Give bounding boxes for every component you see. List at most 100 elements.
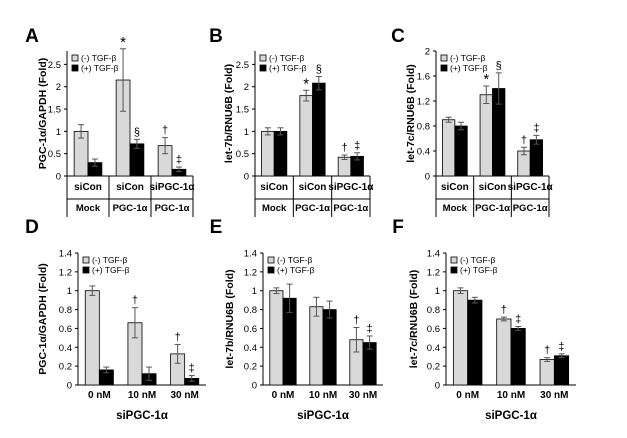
legend-swatch-minus-tgf [82, 256, 90, 264]
y-axis-label: let-7b/RNU6B (Fold) [223, 64, 235, 163]
y-tick-label: 0 [67, 381, 72, 392]
bar-plus-tgf [322, 309, 337, 386]
significance-mark: § [134, 126, 140, 138]
y-tick-label: 1.4 [244, 249, 257, 260]
y-tick-label: 0.8 [417, 122, 430, 133]
legend-swatch-plus-tgf [450, 266, 458, 274]
y-tick-label: 0.4 [59, 343, 72, 354]
y-tick-label: 0.4 [427, 343, 440, 354]
x-axis-label: siPGC-1α [116, 410, 168, 422]
y-tick-label: 1 [67, 286, 72, 297]
legend-label: (-) TGF-β [460, 255, 496, 265]
bar-minus-tgf [261, 130, 275, 177]
legend-label: (-) TGF-β [81, 53, 117, 63]
significance-mark: * [303, 75, 309, 92]
x-tick-label: siPGC-1α [508, 182, 554, 193]
y-tick-label: 1.4 [59, 249, 72, 260]
x-tick-label: siCon [479, 182, 507, 193]
bar-minus-tgf [452, 290, 469, 386]
significance-mark: § [316, 63, 322, 75]
y-tick-label: 0.4 [417, 147, 430, 158]
y-tick-label: 0.5 [48, 149, 61, 160]
y-tick-label: 1 [252, 286, 257, 297]
legend-swatch-plus-tgf [82, 266, 90, 274]
y-tick-label: 1 [435, 286, 440, 297]
bar-minus-tgf [269, 290, 284, 386]
legend-label: (-) TGF-β [269, 53, 305, 63]
y-tick-label: 0.6 [244, 324, 257, 335]
significance-mark: † [501, 304, 507, 316]
x-tick-label: 30 nM [540, 390, 568, 401]
bar-minus-tgf [337, 156, 352, 177]
legend-swatch-minus-tgf [71, 54, 79, 62]
group-label: PGC-1α [295, 203, 330, 214]
y-tick-label: 0.6 [59, 324, 72, 335]
y-tick-label: 1.2 [59, 267, 72, 278]
bar-minus-tgf [299, 95, 313, 177]
y-tick-label: 0.4 [244, 343, 257, 354]
x-tick-label: 10 nM [497, 390, 525, 401]
bar-minus-tgf [479, 94, 493, 177]
x-tick-label: 10 nM [309, 390, 337, 401]
bar-plus-tgf [510, 328, 526, 386]
group-label: Mock [76, 203, 101, 214]
legend-swatch-minus-tgf [440, 54, 448, 62]
legend-label: (-) TGF-β [450, 53, 486, 63]
y-tick-label: 0.2 [427, 362, 440, 373]
y-tick-label: 2 [425, 47, 430, 58]
legend-label: (+) TGF-β [277, 265, 315, 275]
group-label: PGC-1α [475, 203, 510, 214]
group-label: PGC-1α [333, 203, 368, 214]
bar-plus-tgf [273, 130, 288, 177]
y-tick-label: 0 [252, 381, 257, 392]
bar-plus-tgf [454, 125, 468, 177]
y-tick-label: 1 [56, 127, 61, 138]
panel-letter: C [391, 26, 405, 47]
significance-mark: ‡ [189, 363, 195, 375]
significance-mark: ‡ [533, 122, 539, 134]
x-tick-label: 10 nM [128, 390, 156, 401]
x-tick-label: siPGC-1α [328, 182, 374, 193]
bar-minus-tgf [84, 290, 100, 386]
legend-label: (-) TGF-β [92, 255, 128, 265]
legend-label: (+) TGF-β [92, 265, 130, 275]
y-tick-label: 1.4 [427, 249, 440, 260]
panel-letter: E [210, 217, 223, 238]
significance-mark: † [341, 142, 347, 154]
y-tick-label: 0.8 [59, 305, 72, 316]
legend-swatch-plus-tgf [267, 266, 275, 274]
bar-plus-tgf [467, 299, 483, 386]
bar-plus-tgf [553, 355, 570, 386]
group-label: Mock [443, 203, 468, 214]
panel-letter: F [392, 217, 404, 238]
x-tick-label: siCon [116, 182, 144, 193]
group-label: PGC-1α [155, 203, 190, 214]
y-tick-label: 0 [425, 172, 430, 183]
y-tick-label: 1 [244, 127, 249, 138]
x-tick-label: siCon [441, 182, 469, 193]
x-tick-label: 0 nM [272, 390, 295, 401]
y-tick-label: 1.5 [236, 105, 249, 116]
y-tick-label: 0 [435, 381, 440, 392]
x-tick-label: 30 nM [349, 390, 377, 401]
y-tick-label: 2 [244, 82, 249, 93]
y-axis-label: PGC-1α/GAPDH (Fold) [37, 263, 49, 374]
y-tick-label: 1.2 [244, 267, 257, 278]
significance-mark: ‡ [558, 341, 564, 353]
y-axis-label: PGC-1α/GAPDH (Fold) [37, 58, 49, 169]
bar-minus-tgf [309, 306, 324, 386]
panel-letter: A [25, 26, 39, 47]
significance-mark: ‡ [354, 140, 360, 152]
x-tick-label: 30 nM [170, 390, 198, 401]
group-label: Mock [262, 203, 287, 214]
bar-plus-tgf [312, 82, 326, 177]
x-tick-label: 0 nM [456, 390, 479, 401]
group-label: PGC-1α [113, 203, 148, 214]
y-tick-label: 0 [56, 172, 61, 183]
y-tick-label: 0.2 [244, 362, 257, 373]
y-axis-label: let-7b/RNU6B (Fold) [224, 269, 236, 368]
